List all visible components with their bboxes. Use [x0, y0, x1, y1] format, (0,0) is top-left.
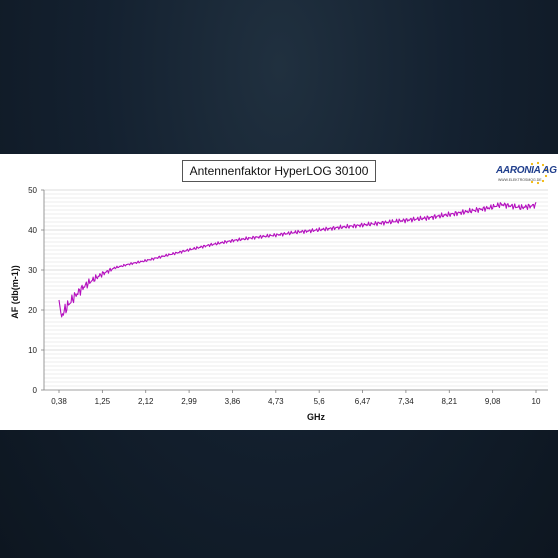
x-tick-label: 9,08	[485, 397, 501, 406]
series-group	[58, 202, 537, 318]
y-tick-labels: 0 10 20 30 40 50	[28, 186, 37, 395]
x-tick-label: 4,73	[268, 397, 284, 406]
y-tick-label: 30	[28, 266, 37, 275]
axes	[41, 189, 548, 393]
y-tick-label: 50	[28, 186, 37, 195]
x-tick-labels: 0,38 1,25 2,12 2,99 3,86 4,73 5,6 6,47 7,34 8,21 9…	[51, 397, 541, 406]
y-tick-label: 0	[33, 386, 38, 395]
chart-panel: Antennenfaktor HyperLOG 30100 AARONIA AG…	[0, 154, 558, 430]
x-axis-label: GHz	[307, 412, 326, 422]
x-tick-label: 5,6	[314, 397, 326, 406]
y-tick-label: 20	[28, 306, 37, 315]
y-tick-label: 10	[28, 346, 37, 355]
x-tick-label: 7,34	[398, 397, 414, 406]
x-tick-label: 8,21	[441, 397, 457, 406]
x-tick-label: 6,47	[355, 397, 371, 406]
logo-tagline: WWW.ELEKTROSMOG.DE	[498, 178, 542, 182]
x-tick-label: 1,25	[95, 397, 111, 406]
line-chart: 0 10 20 30 40 50 0,38 1,25 2,12 2,99 3,86 4,73 5,6 6…	[10, 186, 548, 422]
logo-wordmark: AARONIA AG	[496, 165, 557, 176]
x-tick-label: 2,99	[181, 397, 197, 406]
x-tick-label: 0,38	[51, 397, 67, 406]
y-axis-label: AF (db(m-1))	[10, 265, 20, 319]
gridlines	[44, 189, 548, 387]
x-tick-label: 10	[532, 397, 541, 406]
logo-stars-icon	[530, 161, 548, 185]
x-tick-label: 2,12	[138, 397, 154, 406]
x-tick-label: 3,86	[225, 397, 241, 406]
chart-title: Antennenfaktor HyperLOG 30100	[182, 160, 376, 182]
series-line	[58, 202, 537, 318]
y-tick-label: 40	[28, 226, 37, 235]
aaronia-logo: AARONIA AG WWW.ELEKTROSMOG.DE	[494, 160, 557, 186]
